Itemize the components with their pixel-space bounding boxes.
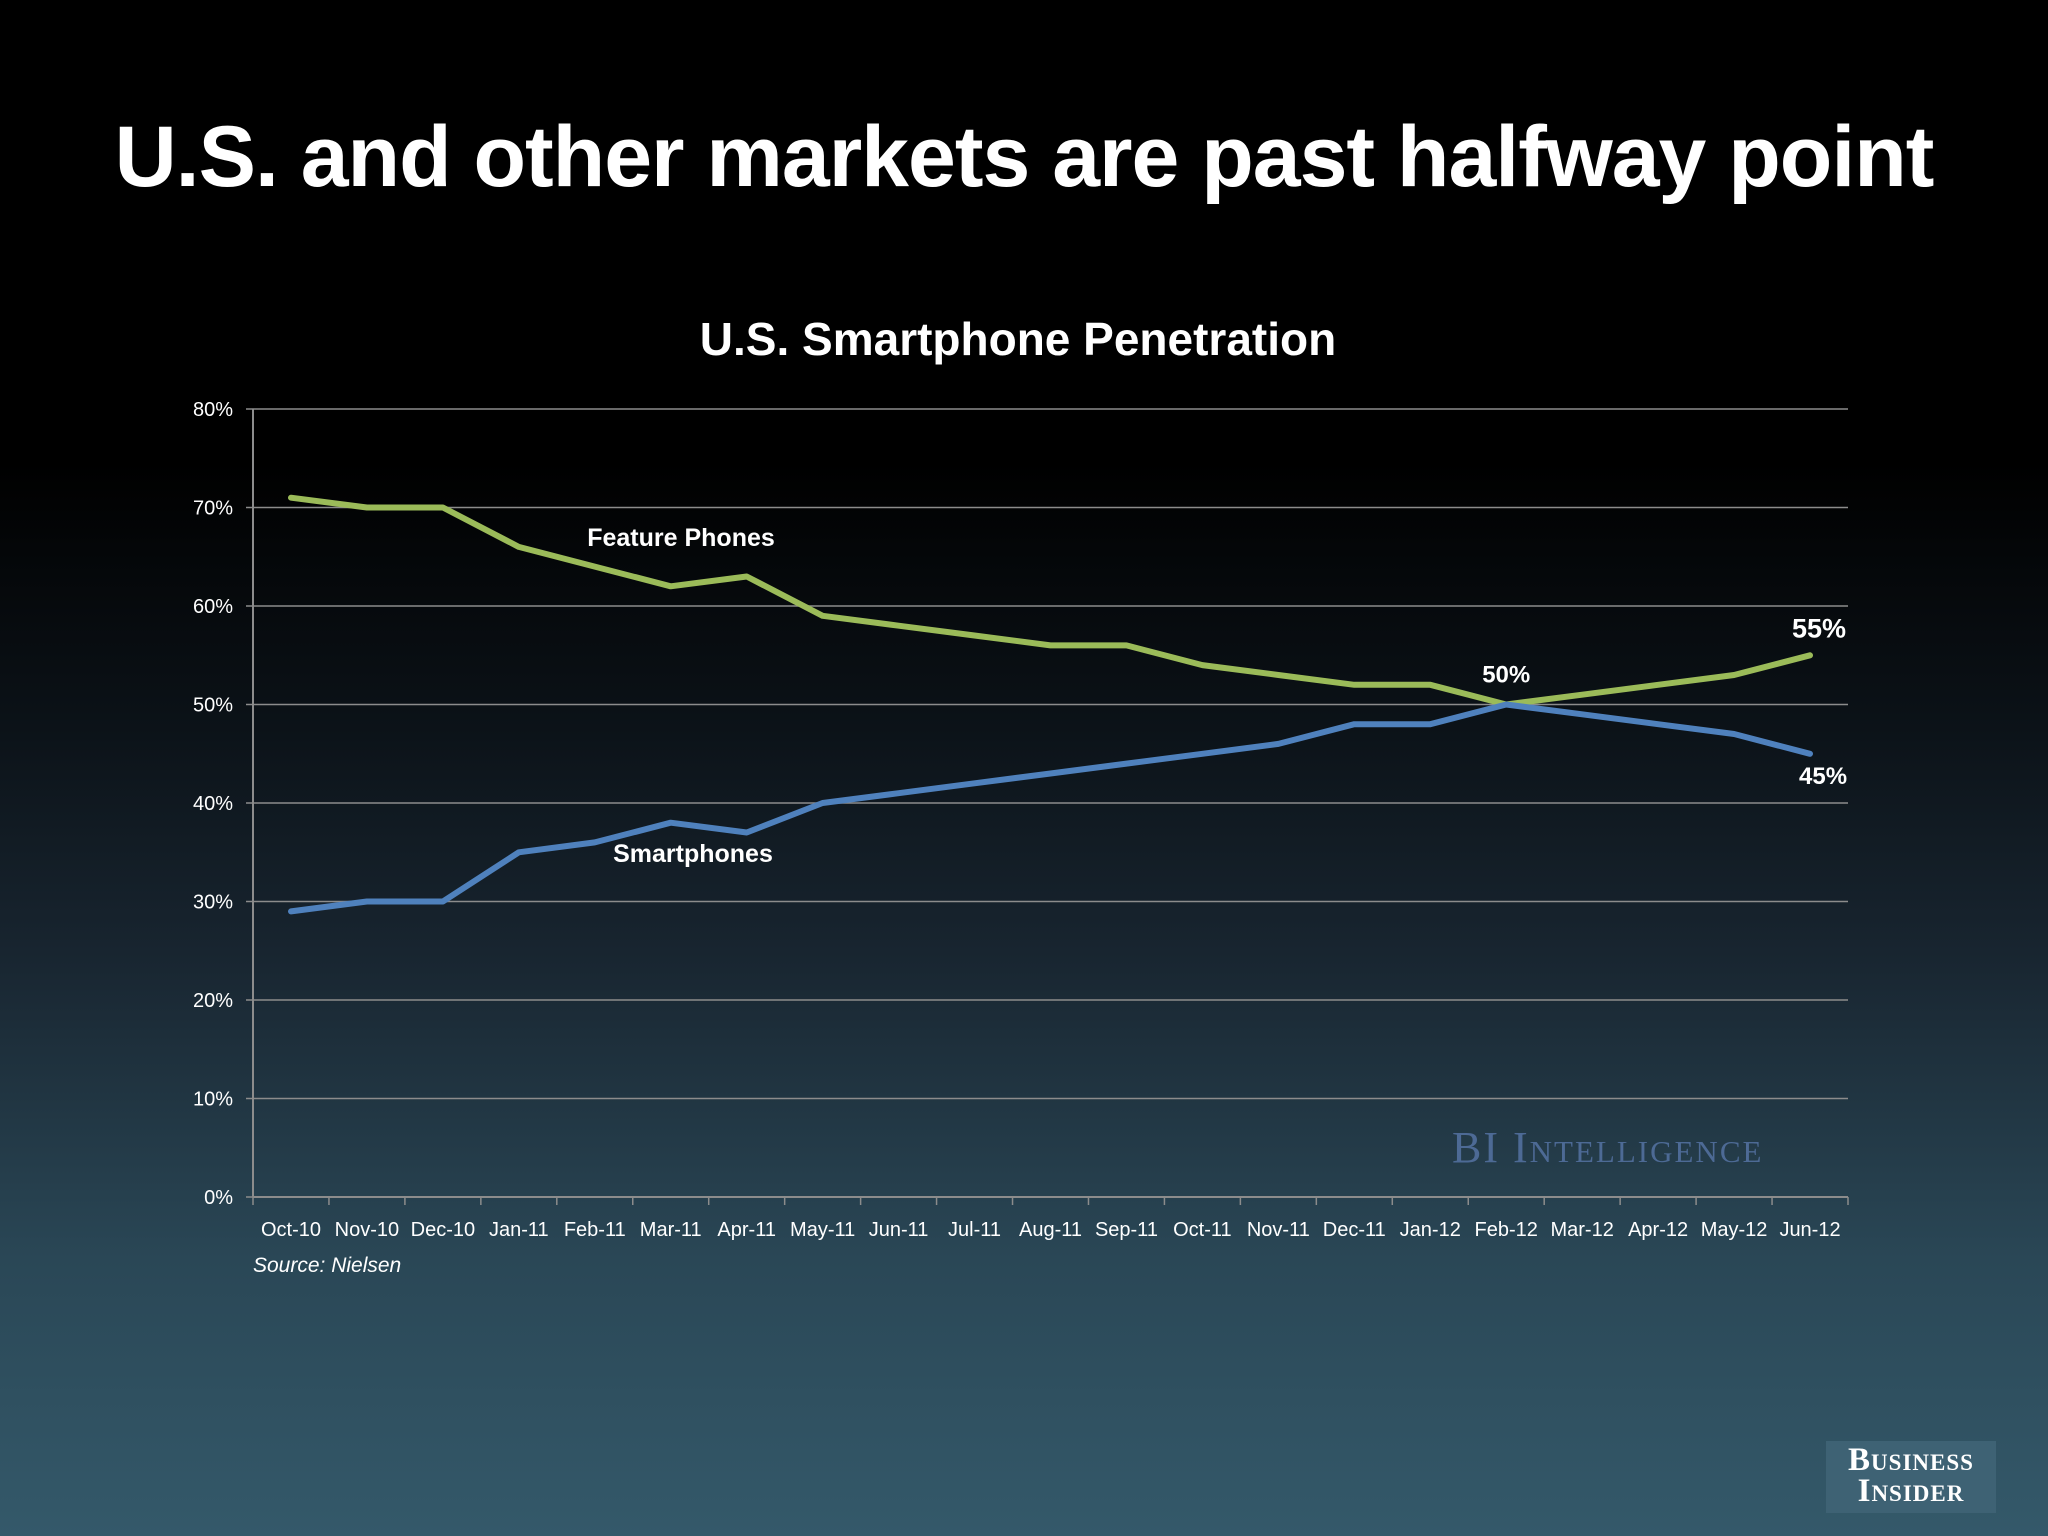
x-tick-label: Jul-11 (948, 1219, 1001, 1241)
x-tick-label: Sep-11 (1095, 1219, 1158, 1241)
x-tick-label: Apr-11 (717, 1219, 776, 1241)
data-label: 55% (1792, 613, 1846, 643)
x-tick-label: Mar-11 (640, 1219, 702, 1241)
x-tick-label: Nov-11 (1247, 1219, 1310, 1241)
data-label: 45% (1799, 763, 1847, 790)
y-tick-label: 70% (193, 498, 233, 520)
y-tick-label: 0% (204, 1187, 233, 1209)
x-tick-label: Mar-12 (1550, 1219, 1613, 1241)
series-label-feature-phones: Feature Phones (587, 524, 775, 552)
gridlines (253, 408, 1848, 1100)
y-tick-label: 10% (193, 1089, 233, 1111)
x-tick-label: Oct-11 (1173, 1219, 1232, 1241)
source-note: Source: Nielsen (253, 1254, 402, 1277)
x-tick-label: Dec-10 (411, 1219, 475, 1241)
slide-title: U.S. and other markets are past halfway … (114, 109, 1935, 205)
x-tick-label: May-12 (1701, 1219, 1768, 1241)
series-line-feature-phones (288, 494, 1813, 708)
series-line-smartphones (288, 701, 1813, 915)
y-tick-label: 50% (193, 695, 233, 717)
business-insider-logo: Business Insider (1826, 1441, 1996, 1513)
y-tick-label: 30% (193, 892, 233, 914)
data-label: 50% (1482, 662, 1530, 689)
chart-labels: 0% 10% 20% 30% 40% 50% 60% 70% 80% Oct-10 Nov-10 De… (193, 399, 1847, 1241)
x-tick-label: Aug-11 (1019, 1219, 1082, 1241)
series-lines (288, 494, 1813, 915)
x-tick-label: Feb-11 (564, 1219, 626, 1241)
x-tick-label: Jun-12 (1779, 1219, 1840, 1241)
x-tick-label: May-11 (790, 1219, 855, 1241)
logo-line-1: Business (1848, 1442, 1974, 1478)
x-tick-label: Oct-10 (261, 1219, 321, 1241)
y-tick-label: 80% (193, 399, 233, 421)
bi-intelligence-watermark: BI Intelligence (1452, 1122, 1838, 1173)
x-tick-label: Feb-12 (1475, 1219, 1538, 1241)
x-tick-label: Jan-11 (489, 1219, 549, 1241)
logo-line-2: Insider (1857, 1473, 1965, 1509)
y-tick-label: 20% (193, 990, 233, 1012)
x-tick-label: Dec-11 (1323, 1219, 1386, 1241)
x-tick-label: Jan-12 (1400, 1219, 1461, 1241)
x-tick-label: Nov-10 (335, 1219, 399, 1241)
y-tick-label: 40% (193, 793, 233, 815)
series-label-smartphones: Smartphones (613, 840, 773, 868)
y-tick-label: 60% (193, 596, 233, 618)
x-tick-label: Jun-11 (869, 1219, 929, 1241)
chart-title: U.S. Smartphone Penetration (700, 313, 1336, 365)
x-tick-label: Apr-12 (1628, 1219, 1688, 1241)
axes (246, 408, 1849, 1205)
watermark-text: BI Intelligence (1452, 1123, 1764, 1172)
